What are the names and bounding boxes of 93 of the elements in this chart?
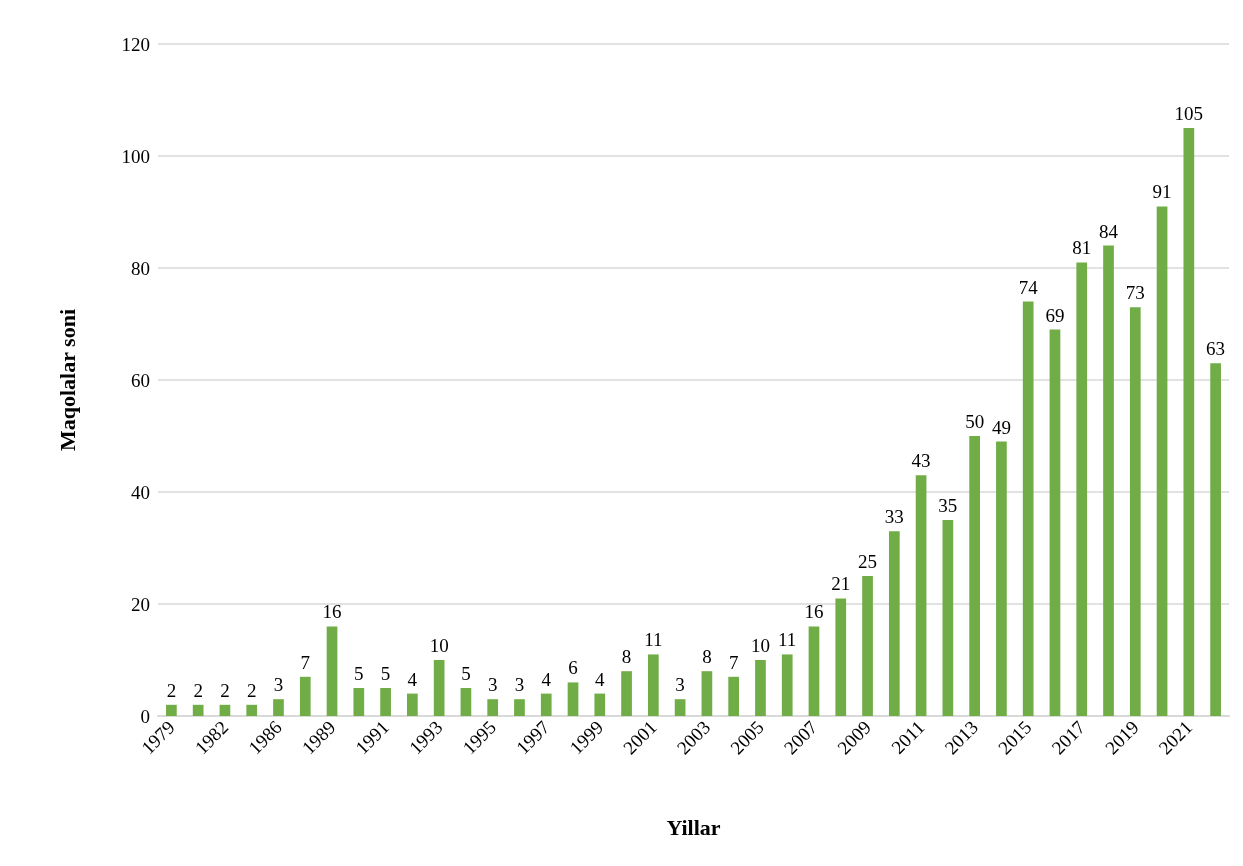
bar: [166, 704, 177, 716]
y-tick-label: 20: [131, 593, 150, 615]
bar: [808, 626, 820, 716]
y-tick-label: 120: [121, 33, 150, 55]
y-tick-label: 0: [140, 705, 150, 727]
data-label: 91: [1152, 181, 1172, 203]
data-label: 50: [965, 411, 985, 432]
bar: [326, 626, 338, 716]
bar: [1049, 329, 1061, 716]
bar: [1103, 245, 1114, 716]
data-label: 6: [568, 657, 578, 679]
data-label: 49: [991, 416, 1011, 438]
bar: [1183, 128, 1195, 716]
data-label: 63: [1206, 338, 1226, 360]
bar: [353, 688, 365, 716]
data-label: 81: [1072, 237, 1092, 259]
bar: [299, 676, 311, 716]
data-label: 5: [354, 663, 364, 684]
bar: [862, 576, 873, 716]
data-label: 4: [595, 668, 606, 690]
data-label: 84: [1099, 220, 1119, 242]
bar: [701, 671, 713, 716]
data-label: 5: [461, 663, 471, 684]
x-axis-title: Yillar: [666, 814, 721, 840]
x-tick-label: 1982: [190, 716, 233, 759]
data-label: 69: [1045, 304, 1065, 326]
bar: [621, 671, 632, 716]
bar: [969, 436, 980, 716]
data-label: 3: [675, 674, 685, 696]
x-tick-label: 1989: [297, 716, 340, 759]
bar: [246, 704, 258, 716]
bar: [996, 441, 1007, 716]
data-label: 4: [541, 668, 552, 690]
bar: [219, 704, 231, 716]
data-label: 3: [273, 674, 284, 696]
bar: [728, 676, 740, 716]
bar: [1210, 363, 1221, 716]
data-label: 25: [858, 551, 878, 572]
x-tick-label: 1999: [565, 716, 608, 759]
y-tick-label: 80: [131, 257, 150, 279]
y-axis-title: Maqolalar soni: [54, 308, 80, 452]
data-label: 8: [621, 646, 632, 668]
data-label: 73: [1125, 282, 1145, 304]
data-label: 11: [778, 629, 797, 651]
data-label: 74: [1018, 276, 1039, 298]
y-tick-label: 60: [131, 369, 150, 391]
bar: [192, 704, 204, 716]
bar: [514, 699, 525, 716]
x-tick-label: 1991: [351, 716, 394, 759]
data-label: 5: [380, 663, 391, 684]
data-label: 10: [429, 635, 449, 656]
data-label: 10: [750, 635, 770, 656]
bar: [540, 693, 552, 716]
bar: [1129, 307, 1141, 716]
data-label: 35: [938, 495, 958, 516]
bar: [647, 654, 659, 716]
bar: [380, 688, 391, 716]
data-label: 3: [487, 674, 498, 696]
data-label: 33: [884, 506, 904, 528]
data-label: 21: [831, 573, 851, 595]
data-label: 2: [220, 679, 230, 701]
data-label: 16: [804, 601, 824, 623]
bar: [487, 699, 499, 716]
bar: [674, 699, 686, 716]
bar: [407, 693, 418, 716]
data-label: 2: [246, 679, 257, 701]
data-label: 2: [166, 679, 177, 701]
bar: [1156, 206, 1168, 716]
data-label: 2: [193, 679, 203, 701]
bar: [942, 520, 954, 716]
data-label: 7: [728, 651, 739, 673]
y-tick-label: 40: [131, 481, 150, 503]
data-label: 105: [1174, 103, 1204, 124]
bar: [915, 475, 927, 716]
y-tick-label: 100: [121, 145, 150, 167]
bar: [888, 531, 900, 716]
data-label: 7: [300, 651, 311, 673]
bar: [755, 660, 766, 716]
bar: [273, 699, 284, 716]
bar: [781, 654, 793, 716]
data-label: 4: [407, 668, 418, 690]
bar: [433, 660, 445, 716]
bar: [1022, 301, 1034, 716]
bar: [460, 688, 472, 716]
data-label: 8: [702, 646, 712, 668]
data-label: 11: [644, 629, 663, 651]
data-label: 3: [514, 674, 525, 696]
data-label: 16: [322, 601, 342, 623]
bar: [567, 682, 579, 716]
bar: [594, 693, 606, 716]
bar: [835, 598, 847, 716]
data-label: 43: [911, 450, 931, 472]
bar: [1076, 262, 1088, 716]
